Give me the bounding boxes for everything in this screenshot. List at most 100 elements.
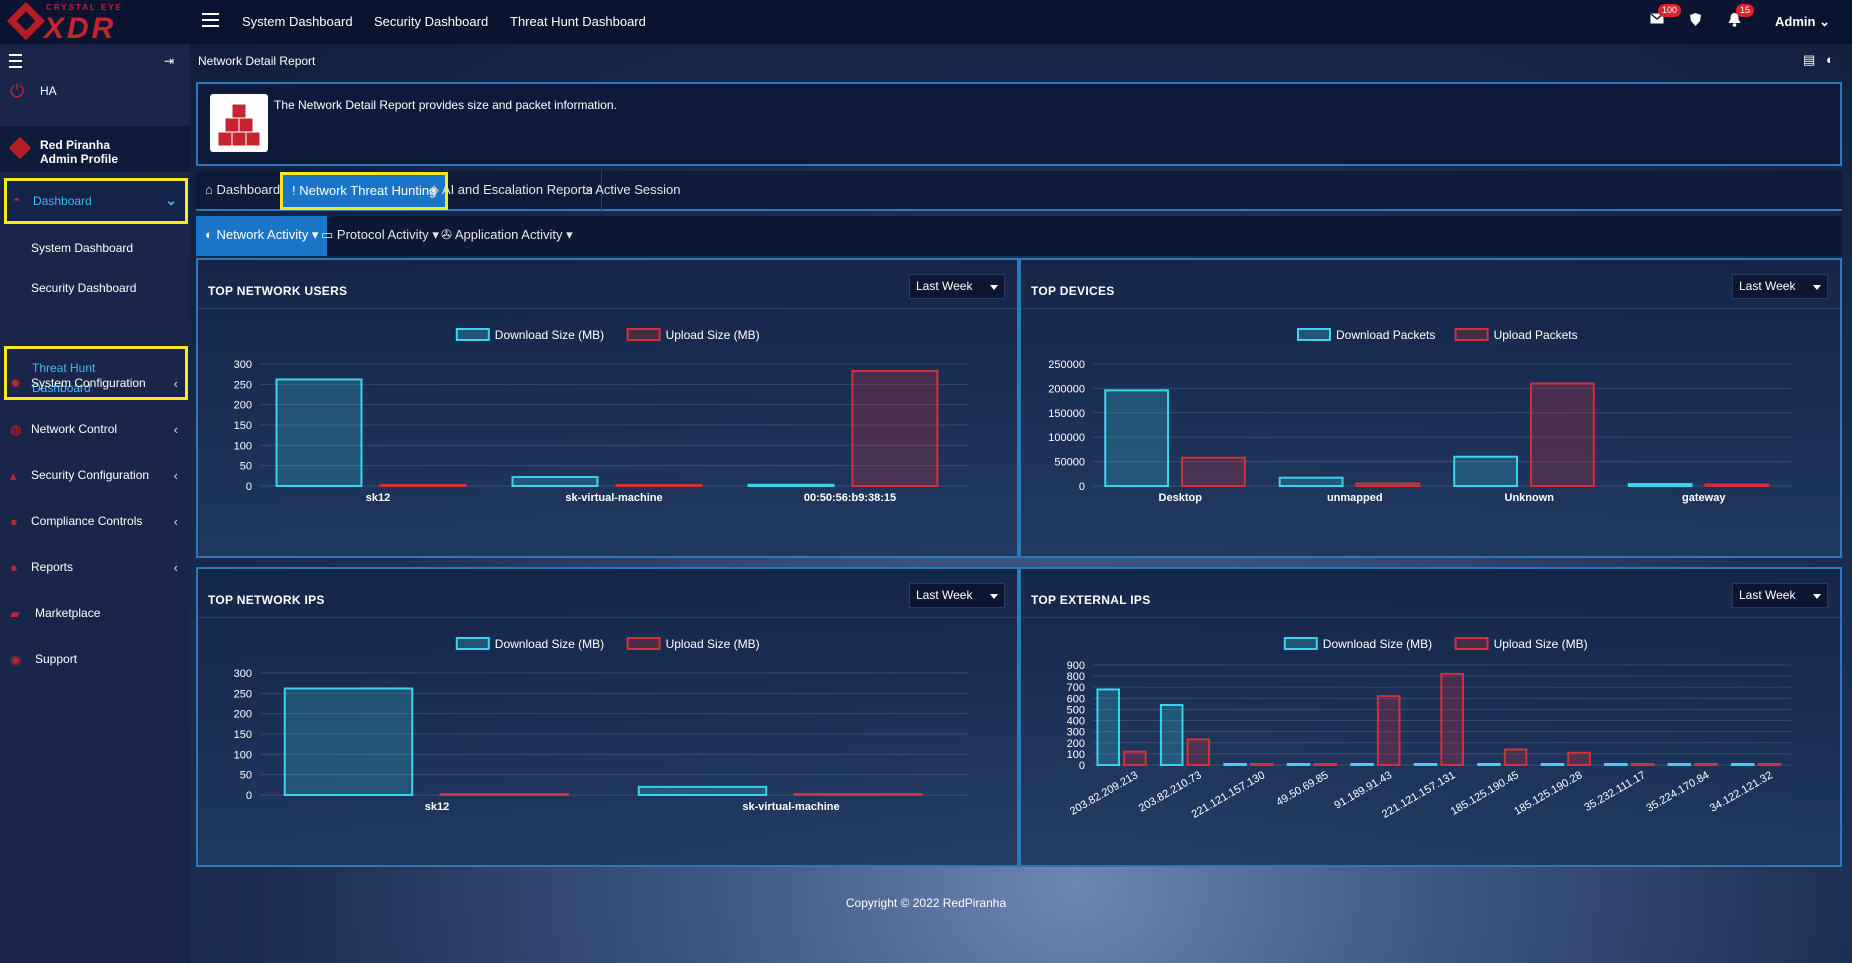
- x-tick-label: sk-virtual-machine: [742, 801, 839, 813]
- subtab-label: Application Activity: [454, 227, 563, 242]
- tab-active-session[interactable]: ⩘ Active Session: [576, 171, 690, 211]
- bar-download: [1413, 763, 1438, 766]
- nav-threat-hunt-dashboard[interactable]: Threat Hunt Dashboard: [510, 14, 646, 29]
- legend-swatch-upload: [1454, 328, 1489, 341]
- legend-swatch-download: [1283, 637, 1318, 650]
- y-tick-label: 400: [1067, 716, 1085, 728]
- sidebar-item-label: Security Configuration: [31, 468, 150, 482]
- bar-upload: [615, 484, 703, 487]
- period-select[interactable]: Last Week: [909, 583, 1005, 608]
- period-select[interactable]: Last Week: [1732, 274, 1828, 299]
- legend-label: Download Size (MB): [495, 637, 604, 651]
- bar-upload: [1180, 456, 1246, 487]
- tab-network-threat-hunting[interactable]: ! Network Threat Hunting: [280, 172, 449, 210]
- tab-label: Dashboard: [216, 182, 281, 197]
- y-tick-label: 0: [1079, 760, 1085, 772]
- period-select[interactable]: Last Week: [1732, 583, 1828, 608]
- bar-upload: [379, 484, 467, 487]
- menu-icon[interactable]: [202, 13, 219, 31]
- x-tick-label: 185.125.190.45: [1449, 769, 1521, 818]
- sidebar-item-dashboard[interactable]: ◓ Dashboard ⌄: [4, 178, 188, 224]
- x-tick-label: sk12: [366, 492, 390, 504]
- y-tick-label: 150: [234, 420, 252, 432]
- application-icon: ✇: [441, 227, 452, 242]
- y-tick-label: 50: [240, 461, 252, 473]
- bar-upload: [1355, 482, 1421, 487]
- info-panel: The Network Detail Report provides size …: [196, 82, 1842, 166]
- logo-mark: [6, 1, 46, 41]
- user-name: Admin: [1775, 14, 1816, 29]
- y-tick-label: 0: [246, 790, 252, 802]
- bar-chart: Download Size (MB) Upload Size (MB) 300 250…: [234, 637, 968, 813]
- sidebar-menu-icon[interactable]: [9, 54, 22, 72]
- bar-upload: [1630, 763, 1655, 766]
- breadcrumb-bar: Network Detail Report ▤ ◐: [190, 44, 1852, 78]
- sidebar-sub-security-dashboard[interactable]: Security Dashboard: [31, 281, 137, 295]
- collapse-icon[interactable]: ⇥: [163, 54, 174, 68]
- bar-upload: [1123, 750, 1147, 767]
- logo[interactable]: CRYSTAL EYE XDR: [0, 0, 190, 44]
- chevron-down-icon: ⌄: [165, 192, 177, 208]
- x-tick-label: Desktop: [1159, 492, 1203, 504]
- subtab-network-activity[interactable]: ◐ Network Activity ▾: [196, 216, 328, 256]
- x-tick-label: 185.125.190.28: [1512, 769, 1584, 818]
- sidebar-sub-system-dashboard[interactable]: System Dashboard: [31, 241, 134, 255]
- bar-upload: [1694, 763, 1718, 766]
- support-icon: ◉: [10, 652, 22, 667]
- nav-system-dashboard[interactable]: System Dashboard: [242, 14, 353, 29]
- bar-upload: [1529, 382, 1595, 487]
- mail-icon[interactable]: 100: [1650, 4, 1682, 27]
- sidebar-item-label: Reports: [31, 560, 74, 574]
- profile-box[interactable]: Red Piranha Admin Profile: [0, 126, 190, 172]
- divider: [1021, 308, 1840, 309]
- bar-upload: [793, 793, 923, 796]
- bar-download: [1477, 763, 1501, 766]
- panel-title: TOP DEVICES: [1031, 284, 1115, 298]
- shield-icon: ▴: [10, 468, 17, 483]
- subtab-protocol-activity[interactable]: ▭ Protocol Activity ▾: [312, 216, 448, 256]
- breadcrumb: Network Detail Report: [198, 54, 316, 68]
- monitor-icon: ▭: [321, 227, 334, 242]
- home-icon: ⌂: [205, 182, 213, 197]
- user-menu[interactable]: Admin ⌄: [1775, 14, 1830, 30]
- y-tick-label: 100000: [1048, 432, 1085, 444]
- legend-swatch-upload: [626, 328, 661, 341]
- shield-icon[interactable]: [1690, 13, 1706, 27]
- info-text: The Network Detail Report provides size …: [274, 98, 617, 112]
- toggle-icon[interactable]: ◐: [1826, 52, 1834, 67]
- tab-ai-escalation-reports[interactable]: ◈ AI and Escalation Reports: [420, 171, 603, 211]
- bar-download: [637, 785, 768, 797]
- chevron-left-icon: ‹: [173, 468, 178, 483]
- cart-icon: ▰: [10, 606, 20, 621]
- bell-badge: 15: [1736, 4, 1755, 17]
- panel-title: TOP NETWORK IPS: [208, 593, 325, 607]
- sidebar-item-ha[interactable]: ⏻ HA: [0, 81, 190, 104]
- bar-upload: [851, 369, 939, 488]
- y-tick-label: 500: [1067, 704, 1085, 716]
- legend-label: Download Size (MB): [1323, 637, 1432, 651]
- y-tick-label: 250: [234, 379, 252, 391]
- bell-icon[interactable]: 15: [1728, 4, 1755, 27]
- legend-swatch-download: [1297, 328, 1331, 341]
- book-icon[interactable]: ▤: [1803, 52, 1816, 67]
- period-value: Last Week: [1739, 588, 1796, 602]
- sidebar-sub-threat-hunt[interactable]: Threat Hunt Dashboard: [4, 346, 188, 400]
- sidebar: ⇥ ⏻ HA Red Piranha Admin Profile ◓ Dashbo…: [0, 44, 190, 963]
- tab-bar: ⌂ Dashboard ! Network Threat Hunting ◈ A…: [196, 171, 1842, 211]
- subtab-application-activity[interactable]: ✇ Application Activity ▾: [432, 216, 582, 256]
- legend-label: Upload Size (MB): [666, 328, 760, 342]
- caret-down-icon: ▾: [311, 227, 319, 242]
- caret-down-icon: [1813, 594, 1821, 599]
- nav-security-dashboard[interactable]: Security Dashboard: [374, 14, 489, 29]
- tab-dashboard[interactable]: ⌂ Dashboard: [196, 171, 291, 211]
- period-select[interactable]: Last Week: [909, 274, 1005, 299]
- bar-download: [1453, 455, 1519, 488]
- caret-down-icon: ▾: [432, 227, 439, 242]
- y-tick-label: 100: [234, 749, 252, 761]
- x-tick-label: 91.189.91.43: [1332, 769, 1394, 812]
- dashboard-icon: ◓: [13, 193, 21, 207]
- sidebar-item-label: Compliance Controls: [31, 514, 143, 528]
- top-bar: System Dashboard Security Dashboard Thre…: [190, 0, 1852, 44]
- legend-label: Upload Packets: [1494, 328, 1578, 342]
- y-tick-label: 200: [1067, 738, 1085, 750]
